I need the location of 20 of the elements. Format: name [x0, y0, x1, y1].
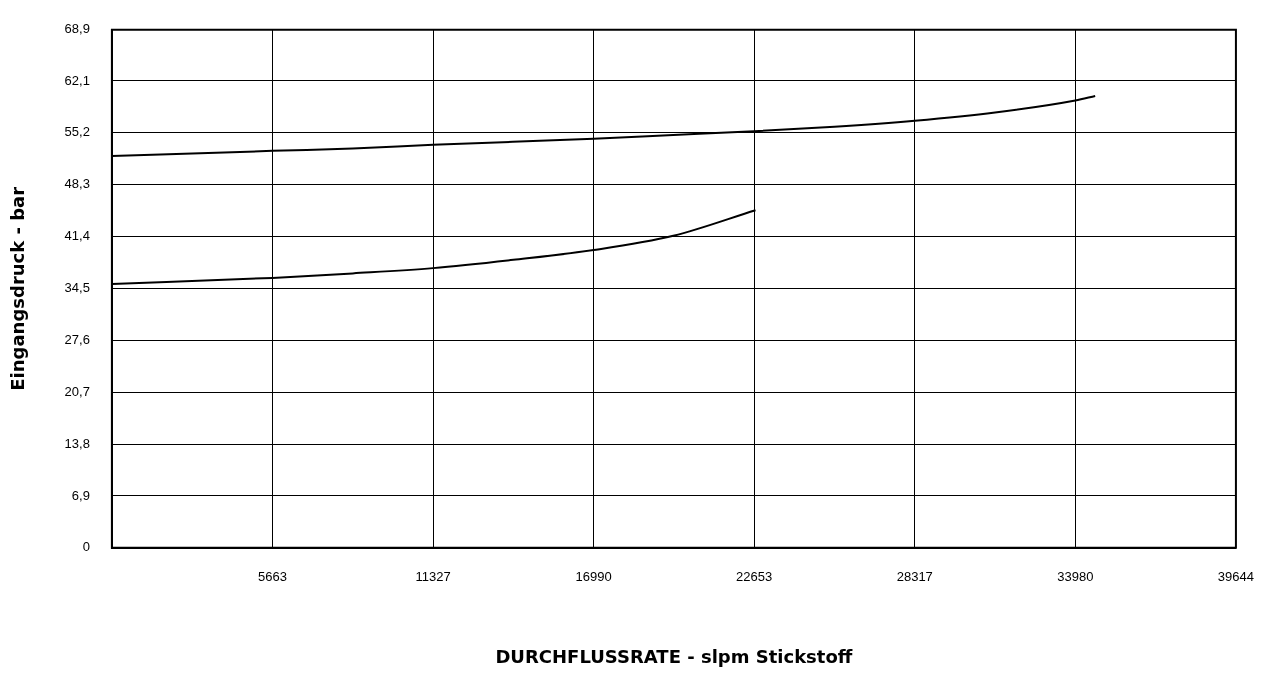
y-axis-title: Eingangsdruck - bar — [7, 186, 29, 391]
y-tick-label: 6,9 — [71, 487, 90, 503]
y-tick-label: 68,9 — [64, 21, 90, 37]
y-tick-label: 0 — [82, 539, 90, 555]
x-tick-label: 39644 — [1217, 569, 1254, 585]
y-tick-label: 27,6 — [64, 331, 90, 347]
x-tick-label: 5663 — [258, 569, 287, 585]
y-tick-label: 34,5 — [64, 280, 90, 295]
x-tick-label: 33980 — [1057, 569, 1094, 585]
y-tick-label: 48,3 — [64, 176, 90, 192]
y-tick-label: 41,4 — [64, 228, 90, 244]
x-axis-title: DURCHFLUSSRATE - slpm Stickstoff — [495, 645, 853, 667]
y-tick-label: 13,8 — [64, 435, 90, 451]
x-tick-label: 16990 — [575, 569, 612, 585]
x-tick-label: 22653 — [736, 569, 773, 585]
x-tick-label: 11327 — [415, 569, 451, 585]
y-tick-label: 20,7 — [64, 383, 90, 399]
x-tick-label: 28317 — [896, 569, 933, 585]
y-tick-label: 55,2 — [64, 124, 90, 140]
y-tick-label: 62,1 — [64, 72, 90, 88]
